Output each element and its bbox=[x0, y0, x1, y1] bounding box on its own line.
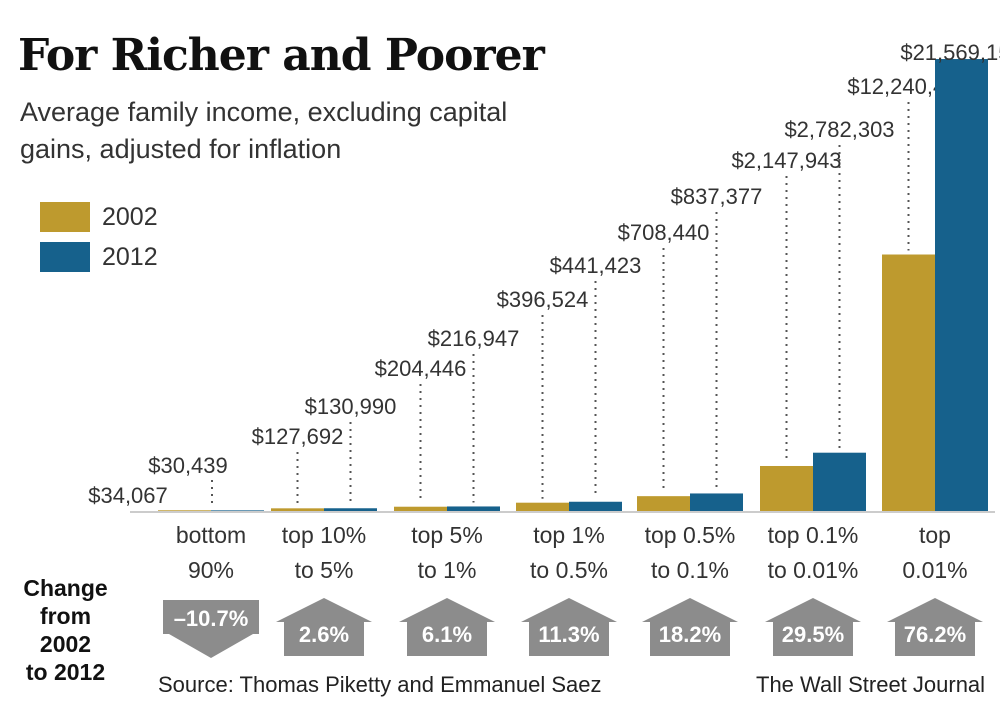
bar-2012 bbox=[935, 59, 988, 512]
value-label: $396,524 bbox=[497, 287, 589, 312]
legend-swatch-2002 bbox=[40, 202, 90, 232]
change-value: –10.7% bbox=[174, 606, 249, 631]
category-label: top 10% bbox=[282, 522, 366, 548]
value-label: $130,990 bbox=[305, 394, 397, 419]
bar-2012 bbox=[324, 508, 377, 511]
bar-2002 bbox=[760, 465, 813, 511]
up-arrow-icon bbox=[399, 598, 495, 656]
down-arrow-icon bbox=[163, 600, 259, 658]
category-label: top 0.1% bbox=[768, 522, 859, 548]
value-label: $21,569,156 bbox=[900, 40, 1000, 65]
value-label: $2,147,943 bbox=[731, 148, 841, 173]
bar-2002 bbox=[271, 508, 324, 511]
change-value: 18.2% bbox=[659, 622, 721, 647]
legend-item-2002: 2002 bbox=[40, 201, 158, 233]
up-arrow-icon bbox=[521, 598, 617, 656]
legend-swatch-2012 bbox=[40, 242, 90, 272]
category-label: bottom bbox=[176, 522, 246, 548]
bar-2012 bbox=[447, 506, 500, 511]
legend-label-2002: 2002 bbox=[102, 202, 158, 231]
value-label: $30,439 bbox=[148, 453, 228, 478]
up-arrow-icon bbox=[276, 598, 372, 656]
up-arrow-icon bbox=[642, 598, 738, 656]
bar-2002 bbox=[637, 496, 690, 511]
value-label: $216,947 bbox=[428, 326, 520, 351]
bar-2002 bbox=[516, 502, 569, 511]
publisher-credit: The Wall Street Journal bbox=[756, 672, 986, 697]
legend-label-2012: 2012 bbox=[102, 242, 158, 271]
up-arrow-icon bbox=[765, 598, 861, 656]
change-label-line: from bbox=[39, 603, 92, 629]
change-label-line: to 2012 bbox=[25, 659, 106, 685]
category-label: top 1% bbox=[533, 522, 605, 548]
change-value: 76.2% bbox=[904, 622, 966, 647]
bar-2012 bbox=[690, 493, 743, 511]
bar-2002 bbox=[158, 510, 211, 511]
bar-2012 bbox=[211, 510, 264, 511]
value-label: $34,067 bbox=[88, 483, 168, 508]
change-label: Change from 2002 to 2012 bbox=[8, 574, 123, 686]
value-label: $2,782,303 bbox=[784, 117, 894, 142]
bar-2012 bbox=[569, 501, 622, 511]
value-label: $441,423 bbox=[550, 253, 642, 278]
chart-subtitle: Average family income, excluding capital… bbox=[20, 97, 508, 164]
category-label: to 5% bbox=[295, 557, 354, 583]
change-value: 29.5% bbox=[782, 622, 844, 647]
change-value: 2.6% bbox=[299, 622, 349, 647]
category-label: 90% bbox=[188, 557, 234, 583]
value-label: $837,377 bbox=[671, 184, 763, 209]
category-label: top 0.5% bbox=[645, 522, 736, 548]
change-label-line: 2002 bbox=[39, 631, 92, 657]
bar-2012 bbox=[813, 452, 866, 511]
legend-item-2012: 2012 bbox=[40, 241, 158, 273]
category-label: top bbox=[919, 522, 951, 548]
value-label: $204,446 bbox=[375, 356, 467, 381]
change-value: 6.1% bbox=[422, 622, 472, 647]
category-label: to 0.1% bbox=[651, 557, 729, 583]
value-label: $127,692 bbox=[252, 424, 344, 449]
category-label: top 5% bbox=[411, 522, 483, 548]
category-label: to 0.5% bbox=[530, 557, 608, 583]
category-label: to 0.01% bbox=[768, 557, 859, 583]
change-value: 11.3% bbox=[538, 622, 599, 647]
source-note: Source: Thomas Piketty and Emmanuel Saez bbox=[158, 672, 602, 697]
category-label: 0.01% bbox=[902, 557, 967, 583]
value-label: $708,440 bbox=[618, 220, 710, 245]
change-label-line: Change bbox=[23, 575, 108, 601]
chart-title: For Richer and Poorer bbox=[18, 30, 545, 81]
bar-2002 bbox=[882, 254, 935, 511]
up-arrow-icon bbox=[887, 598, 983, 656]
category-label: to 1% bbox=[418, 557, 477, 583]
bar-2002 bbox=[394, 506, 447, 511]
